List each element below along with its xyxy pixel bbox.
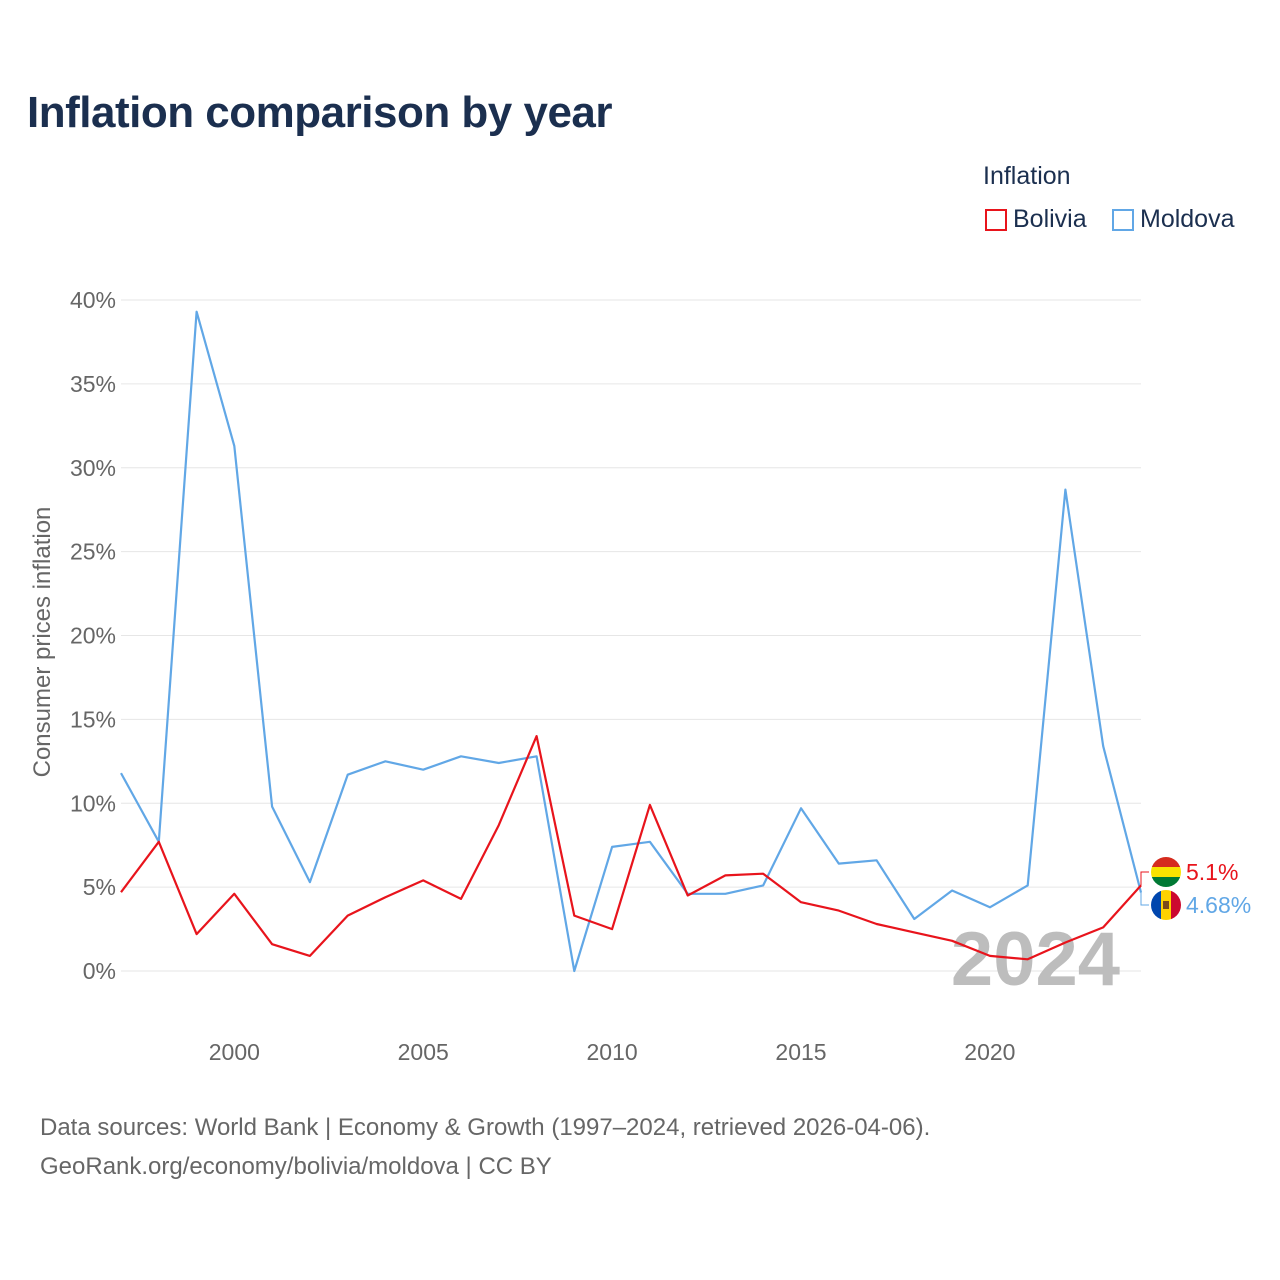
- series-lines: [120, 310, 1143, 973]
- series-line-moldova[interactable]: [120, 310, 1143, 973]
- legend-swatch-bolivia: [985, 208, 1007, 231]
- y-tick-label: 35%: [70, 371, 116, 397]
- source-line-1: Data sources: World Bank | Economy & Gro…: [40, 1114, 931, 1141]
- y-axis-ticks: 0% 5% 10% 15% 20% 25% 30% 35% 40%: [70, 287, 116, 984]
- x-tick-label: 2005: [398, 1039, 449, 1065]
- x-tick-label: 2015: [775, 1039, 826, 1065]
- moldova-flag-icon: [1151, 890, 1181, 920]
- series-line-bolivia[interactable]: [120, 734, 1142, 961]
- y-tick-label: 25%: [70, 539, 116, 565]
- legend-swatch-moldova: [1112, 208, 1134, 231]
- chart-title: Inflation comparison by year: [27, 88, 613, 137]
- legend-label-bolivia: Bolivia: [1013, 205, 1087, 233]
- line-chart: 0%5%10%15%20%25%30%35%40% 2000 2005 2010 20…: [29, 287, 1251, 1065]
- gridlines: [121, 299, 1141, 972]
- y-tick-label: 0%: [83, 958, 116, 984]
- legend-item-moldova[interactable]: Moldova: [1112, 205, 1235, 234]
- y-tick-label: 5%: [83, 874, 116, 900]
- end-connector-moldova: [1140, 892, 1149, 906]
- end-labels: 5.1% 4.68%: [1140, 857, 1251, 920]
- end-value-bolivia: 5.1%: [1186, 859, 1238, 885]
- legend-title: Inflation: [983, 162, 1071, 190]
- end-connector-bolivia: [1140, 871, 1149, 886]
- x-axis-ticks: 2000 2005 2010 2015 2020: [209, 1039, 1016, 1065]
- y-tick-label: 15%: [70, 706, 116, 732]
- y-tick-label: 20%: [70, 623, 116, 649]
- end-value-moldova: 4.68%: [1186, 892, 1251, 918]
- y-tick-label: 10%: [70, 790, 116, 816]
- x-tick-label: 2000: [209, 1039, 260, 1065]
- x-tick-label: 2020: [964, 1039, 1015, 1065]
- bolivia-flag-icon: [1151, 857, 1181, 887]
- source-note: Data sources: World Bank | Economy & Gro…: [40, 1108, 930, 1186]
- source-line-2[interactable]: GeoRank.org/economy/bolivia/moldova | CC…: [40, 1153, 552, 1180]
- legend-label-moldova: Moldova: [1140, 205, 1235, 233]
- legend-item-bolivia[interactable]: Bolivia: [985, 205, 1087, 234]
- y-axis-label: Consumer prices inflation: [29, 507, 56, 778]
- x-tick-label: 2010: [587, 1039, 638, 1065]
- y-tick-label: 30%: [70, 455, 116, 481]
- y-tick-label: 40%: [70, 287, 116, 313]
